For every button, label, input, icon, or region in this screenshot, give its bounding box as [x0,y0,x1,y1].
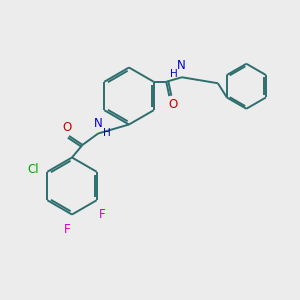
Text: O: O [62,122,71,134]
Text: N: N [177,59,186,72]
Text: N: N [94,117,103,130]
Text: F: F [99,208,106,221]
Text: H: H [169,69,177,79]
Text: F: F [64,223,71,236]
Text: O: O [168,98,178,111]
Text: H: H [103,128,110,139]
Text: Cl: Cl [27,163,39,176]
